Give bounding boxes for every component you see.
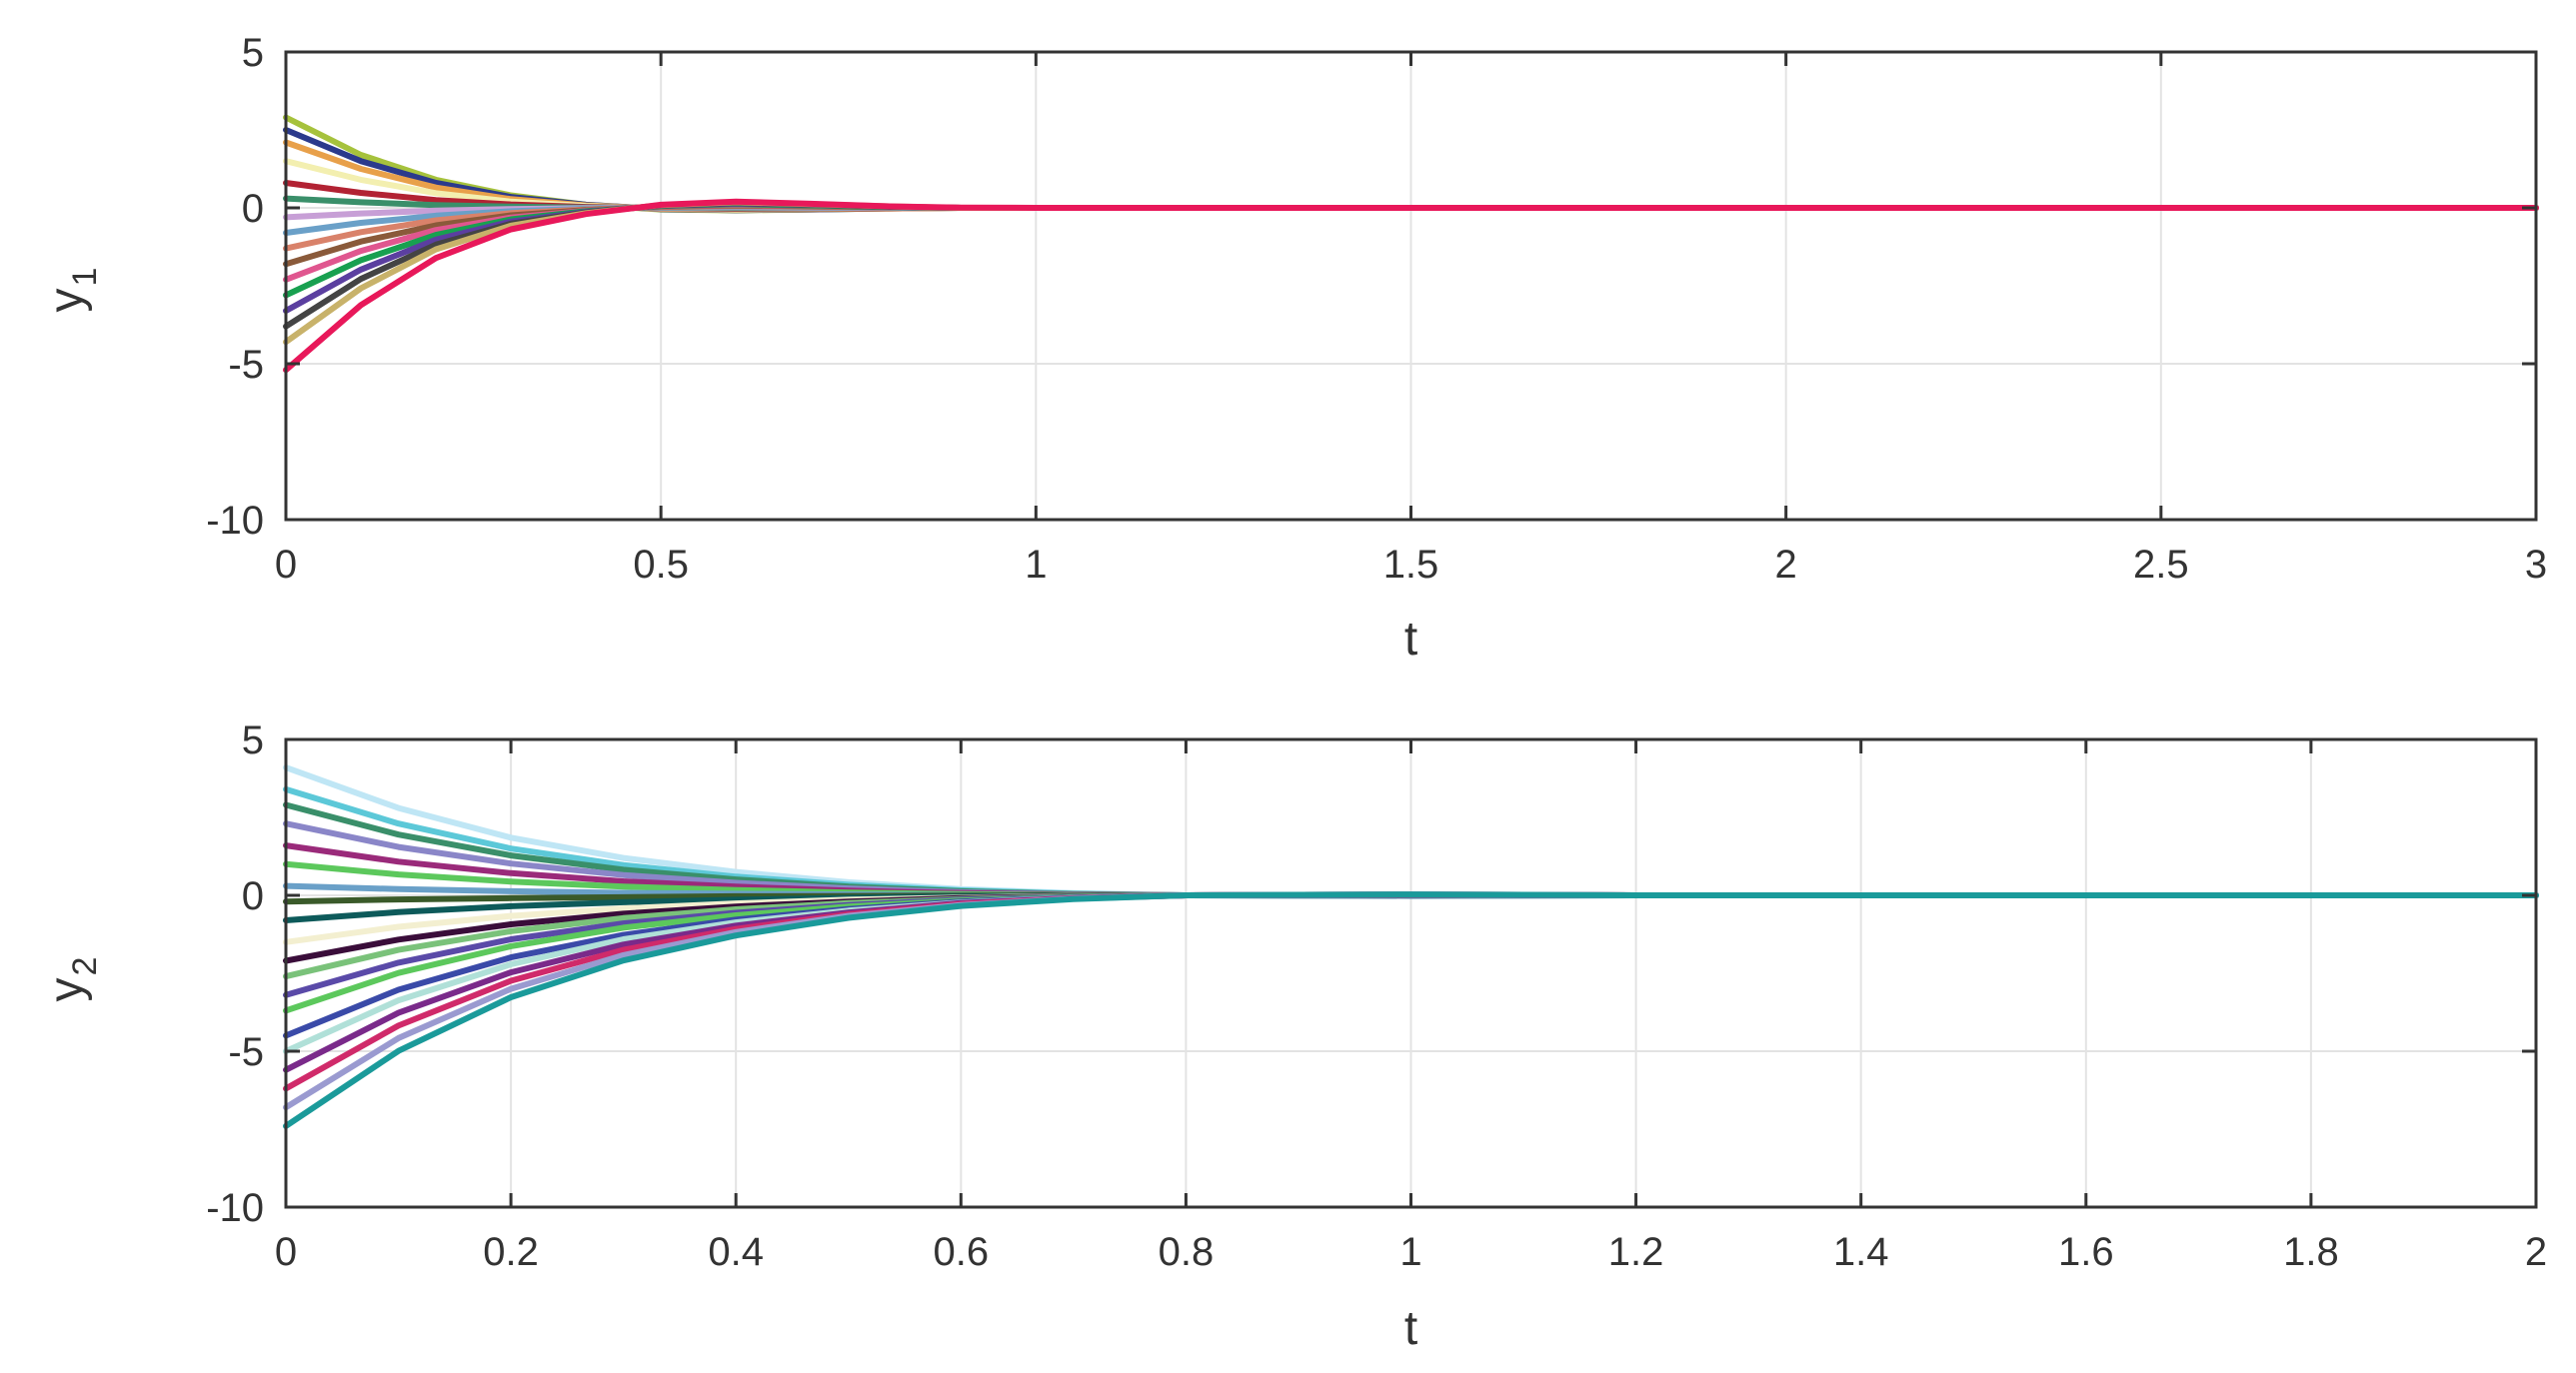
y-tick-label: -5 — [228, 1030, 264, 1074]
x-tick-label: 1 — [1025, 543, 1047, 587]
x-tick-label: 1.5 — [1383, 543, 1439, 587]
x-tick-label: 0.4 — [708, 1230, 764, 1274]
x-tick-label: 0 — [275, 543, 297, 587]
y-tick-label: 0 — [242, 874, 264, 918]
x-tick-label: 1.2 — [1608, 1230, 1664, 1274]
x-axis-label: t — [1404, 613, 1417, 666]
x-tick-label: 2.5 — [2133, 543, 2189, 587]
y-axis-label: y2 — [40, 957, 104, 1002]
y-axis-label: y1 — [40, 268, 104, 313]
x-tick-label: 1.4 — [1833, 1230, 1889, 1274]
series-line-16 — [283, 198, 2539, 374]
x-tick-label: 0.6 — [933, 1230, 989, 1274]
x-tick-label: 1.8 — [2283, 1230, 2339, 1274]
y-tick-label: -10 — [206, 499, 264, 543]
y-tick-label: 5 — [242, 718, 264, 762]
subplot-y1: 0 0.5 1 1.5 2 2.5 3 -10 -5 0 5 t y1 — [40, 31, 2547, 666]
y-tick-label: 5 — [242, 31, 264, 75]
x-tick-label: 0.2 — [483, 1230, 539, 1274]
x-tick-label: 0 — [275, 1230, 297, 1274]
y-tick-label: -10 — [206, 1186, 264, 1230]
x-tick-label: 2 — [2525, 1230, 2547, 1274]
y-tick-label: -5 — [228, 343, 264, 387]
x-tick-label: 0.5 — [633, 543, 689, 587]
x-tick-label: 0.8 — [1159, 1230, 1215, 1274]
x-tick-label: 2 — [1775, 543, 1797, 587]
x-tick-label: 1.6 — [2058, 1230, 2114, 1274]
subplot-y2: 0 0.2 0.4 0.6 0.8 1 1.2 1.4 1.6 1.8 2 -10 -5 0 5 t y2 — [40, 718, 2547, 1355]
series-line-20 — [283, 891, 2539, 1129]
x-tick-label: 1 — [1399, 1230, 1421, 1274]
x-axis-label: t — [1404, 1302, 1417, 1355]
y-tick-label: 0 — [242, 187, 264, 231]
x-tick-label: 3 — [2525, 543, 2547, 587]
